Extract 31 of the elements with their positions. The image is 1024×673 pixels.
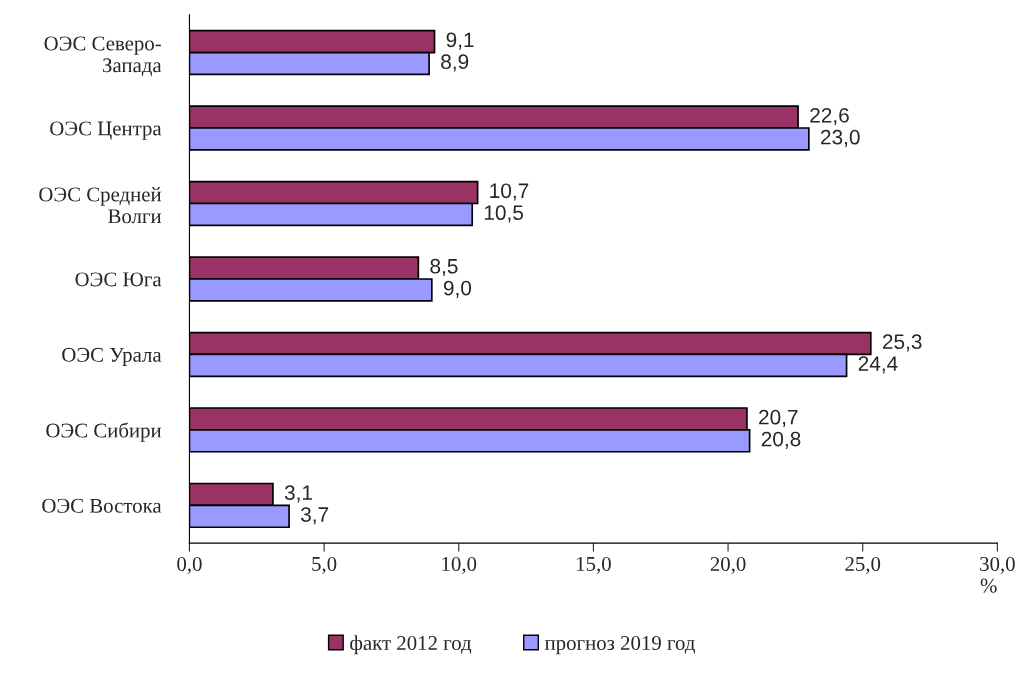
y-tick-label: ОЭС Сибири xyxy=(46,422,162,442)
y-tick-label: ОЭС Юга xyxy=(75,272,162,287)
data-label: 3,7 xyxy=(300,507,329,525)
data-label: 8,9 xyxy=(441,54,469,72)
data-label: 8,5 xyxy=(430,258,458,277)
data-label: 3,1 xyxy=(284,485,312,503)
data-label: 22,6 xyxy=(810,107,849,126)
x-tick-label: 25,0 xyxy=(845,556,881,574)
data-label: 24,4 xyxy=(858,356,898,374)
y-tick-label: ОЭС Урала xyxy=(62,347,162,367)
y-tick-label: ОЭС Северо- Запада xyxy=(44,36,162,77)
x-tick-label: 15,0 xyxy=(577,556,611,574)
data-label: 9,0 xyxy=(443,280,472,298)
x-tick-label: 30,0 xyxy=(980,556,1015,574)
y-tick-label: ОЭС Центра xyxy=(50,121,162,140)
x-tick-label: 0,0 xyxy=(177,556,202,574)
x-axis-title: % xyxy=(980,578,997,593)
data-label: 25,3 xyxy=(882,334,922,352)
x-tick-label: 5,0 xyxy=(312,556,337,574)
data-label: 10,5 xyxy=(484,205,523,223)
y-tick-label: ОЭС Средней Волги xyxy=(39,187,162,224)
legend-label: факт 2012 год xyxy=(350,635,472,655)
data-label: 23,0 xyxy=(821,129,860,148)
data-label: 20,8 xyxy=(761,431,801,449)
data-label: 20,7 xyxy=(759,409,798,428)
data-label: 10,7 xyxy=(490,183,529,201)
x-tick-label: 20,0 xyxy=(710,556,746,574)
legend-label: прогноз 2019 год xyxy=(544,635,695,655)
x-tick-label: 10,0 xyxy=(442,556,477,574)
data-label: 9,1 xyxy=(446,32,474,50)
y-tick-label: ОЭС Востока xyxy=(42,498,162,513)
